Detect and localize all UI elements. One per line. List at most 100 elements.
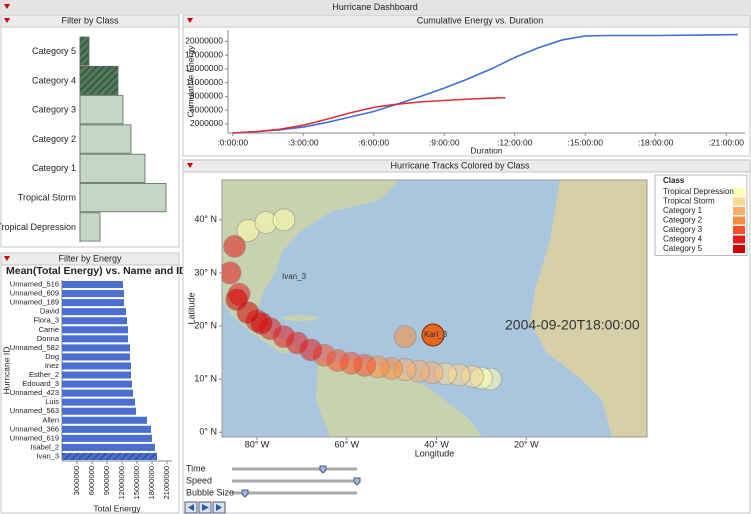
icon — [202, 504, 209, 511]
menu-icon[interactable] — [187, 18, 193, 23]
x-tick-label: :21:00:00 — [708, 137, 744, 147]
menu-icon[interactable] — [187, 163, 193, 168]
panel-title: Cumulative Energy vs. Duration — [417, 15, 544, 25]
y-tick-label: 0° N — [199, 427, 217, 437]
land — [530, 180, 647, 437]
bar — [62, 371, 131, 379]
y-tick-label: 14000000 — [185, 63, 223, 73]
category-label: Unnamed_582 — [10, 343, 59, 352]
bar — [62, 398, 135, 406]
bar — [79, 36, 90, 66]
bar — [79, 212, 101, 242]
menu-icon[interactable] — [4, 256, 10, 261]
line — [232, 33, 738, 134]
bar — [62, 281, 123, 289]
category-label: Tropical Depression — [0, 222, 76, 232]
bar — [62, 425, 151, 433]
panel-header — [0, 252, 180, 266]
legend-swatch — [733, 188, 745, 196]
category-label: Ivan_3 — [36, 451, 59, 460]
category-label: Tropical Storm — [18, 193, 76, 203]
x-axis-label: Total Energy — [93, 503, 141, 513]
chart-title: Mean(Total Energy) vs. Name and ID — [6, 265, 187, 277]
category-label: Category 5 — [32, 46, 76, 56]
legend-swatch — [733, 197, 745, 206]
slider-handle[interactable] — [353, 477, 361, 486]
y-tick-label: 11000000 — [186, 77, 223, 87]
bar — [79, 183, 167, 213]
category-label: Luis — [45, 397, 59, 406]
legend-swatch — [733, 235, 745, 244]
y-tick-label: 40° N — [194, 214, 217, 224]
x-tick-label: 18000000 — [147, 466, 156, 499]
legend-title: Class — [663, 176, 685, 185]
x-tick-label: :3:00:00 — [288, 137, 319, 147]
y-axis-label: Latitude — [186, 292, 196, 324]
bar — [62, 407, 136, 415]
bar — [62, 317, 127, 325]
panel-title: Filter by Energy — [58, 253, 122, 263]
bar — [79, 153, 146, 183]
window-title: Hurricane Dashboard — [332, 2, 418, 12]
category-label: Allen — [42, 415, 59, 424]
legend-label: Tropical Depression — [663, 187, 734, 196]
legend-label: Tropical Storm — [663, 197, 715, 206]
x-tick-label: 20° W — [514, 439, 539, 449]
menu-icon[interactable] — [4, 18, 10, 23]
line — [232, 96, 506, 134]
x-tick-label: :0:00:00 — [217, 137, 248, 147]
legend-swatch — [733, 226, 745, 234]
y-tick-label: 2000000 — [190, 118, 223, 128]
x-tick-label: 6000000 — [87, 466, 96, 495]
icon — [216, 504, 222, 511]
menu-icon[interactable] — [4, 4, 10, 9]
land — [282, 315, 318, 321]
bar — [79, 124, 132, 154]
category-label: Unnamed_609 — [10, 289, 59, 298]
y-tick-label: 17000000 — [185, 49, 223, 59]
x-tick-label: 3000000 — [72, 466, 81, 495]
x-tick-label: 21000000 — [162, 466, 171, 499]
category-label: Category 2 — [32, 134, 76, 144]
window-bar — [0, 0, 751, 14]
x-tick-label: 15000000 — [132, 466, 141, 499]
slider-label: Time — [186, 463, 206, 473]
y-tick-label: 8000000 — [190, 91, 223, 101]
x-tick-label: 80° W — [245, 439, 270, 449]
bar — [62, 362, 131, 370]
plot-frame — [221, 179, 648, 438]
highlight — [421, 323, 445, 347]
bar — [62, 308, 126, 316]
legend-swatch — [733, 207, 745, 215]
x-tick-label: :9:00:00 — [429, 137, 460, 147]
y-tick-label: 5000000 — [190, 104, 223, 114]
y-tick-label: 20° N — [194, 320, 217, 330]
y-axis-label: Hurricane ID — [1, 347, 11, 395]
legend-label: Category 5 — [663, 244, 703, 253]
bar — [62, 443, 155, 451]
bar — [62, 416, 147, 424]
controls — [184, 465, 361, 514]
category-label: Isabel_2 — [31, 442, 59, 451]
y-tick-label: 10° N — [194, 373, 217, 383]
slider-handle[interactable] — [319, 465, 327, 474]
x-tick-label: :12:00:00 — [497, 137, 533, 147]
category-label: Category 1 — [32, 163, 76, 173]
bar — [62, 335, 128, 343]
bubble — [223, 234, 246, 258]
bar — [62, 344, 130, 352]
category-label: Unnamed_189 — [10, 298, 59, 307]
category-label: Category 3 — [32, 105, 76, 115]
bubble — [222, 261, 242, 285]
bar — [62, 434, 152, 442]
annotation: 2004-09-20T18:00:00 — [505, 317, 640, 333]
bar — [79, 65, 119, 96]
bar — [79, 95, 124, 125]
y-tick-label: 30° N — [194, 267, 217, 277]
bar — [62, 299, 124, 307]
category-label: Unnamed_563 — [10, 406, 59, 415]
y-axis-label: Cumulative Energy — [185, 45, 195, 118]
slider-handle[interactable] — [241, 489, 249, 498]
category-label: Carrie — [39, 325, 59, 334]
